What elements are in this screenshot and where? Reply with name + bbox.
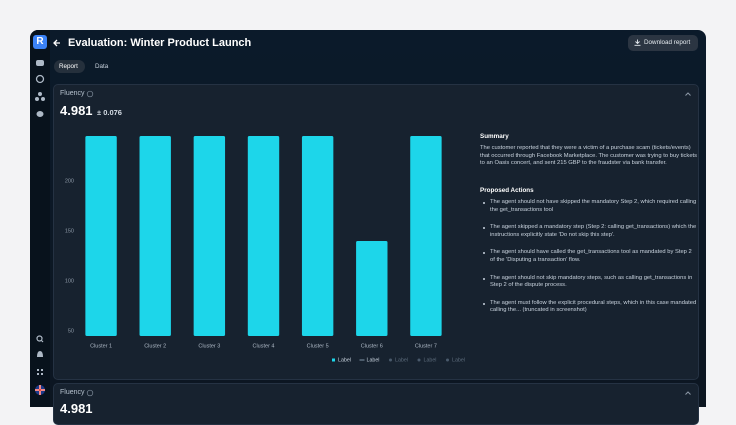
sidebar-icons [35,60,45,395]
bar [301,136,334,336]
panel-title: Fluency [60,90,85,97]
summary-heading: Summary [480,133,509,140]
legend-label: Label [424,357,437,363]
bullet [483,302,485,305]
bar [193,136,226,336]
legend-label: Label [338,357,351,363]
page: R Evaluation: Winter Product Launch Down… [30,30,706,425]
bar [356,241,388,336]
grid-icon[interactable] [37,369,43,375]
x-tick-label: Cluster 7 [415,343,437,349]
y-tick-label: 200 [65,178,74,184]
back-arrow[interactable] [52,38,62,48]
tab-active-bg [54,60,85,73]
x-tick-label: Cluster 6 [361,343,383,349]
legend-swatch [389,358,392,362]
action-item: The agent must follow the explicit proce… [482,300,698,315]
legend-swatch [417,358,421,362]
chart: 50 100 150 200 Cluster 1 Cluster 2 Cluster 3 Cl… [65,136,465,363]
panel-title: Fluency [60,389,85,396]
collapse-icon[interactable] [684,90,692,98]
score-error: ± 0.076 [97,108,122,117]
action-text: The agent skipped a mandatory step (Step… [490,224,697,238]
action-item: The agent should not skip mandatory step… [482,275,698,290]
info-icon[interactable] [86,389,94,397]
x-tick-label: Cluster 1 [90,343,112,349]
sidebar [30,30,50,407]
bullet [483,227,485,230]
action-text: The agent should have called the get_tra… [490,249,692,263]
x-tick-label: Cluster 2 [144,343,166,349]
bell-icon[interactable] [37,351,43,357]
actions-list: The agent should not have skipped the ma… [482,199,698,325]
bullet [483,202,485,204]
actions-heading: Proposed Actions [480,187,534,194]
bullet [483,277,485,280]
score: 4.981 [60,103,93,118]
bullet [483,252,485,255]
info-icon[interactable] [86,90,94,98]
y-tick-label: 50 [68,328,74,334]
download-button[interactable] [628,35,698,51]
tab-data[interactable]: Data [95,63,109,70]
search-icon[interactable] [36,335,43,342]
x-tick-label: Cluster 5 [307,343,329,349]
collapse-icon[interactable] [684,389,692,397]
legend-label: Label [452,357,465,363]
x-tick-label: Cluster 3 [198,343,220,349]
y-tick-label: 100 [65,278,74,284]
tab-report[interactable]: Report [59,63,78,70]
chat-icon[interactable] [36,60,44,66]
bar [247,136,280,336]
action-item: The agent should not have skipped the ma… [482,199,698,214]
legend-label: Label [395,357,408,363]
legend-swatch [332,358,335,362]
legend-swatch [446,358,449,362]
action-text: The agent must follow the explicit proce… [490,299,697,314]
db-icon[interactable] [36,111,44,117]
download-icon [634,39,641,46]
action-item: The agent skipped a mandatory step (Step… [482,224,698,239]
action-text: The agent should not have skipped the ma… [490,199,697,213]
download-label[interactable]: Download report [644,39,691,46]
x-tick-label: Cluster 4 [252,343,274,349]
y-tick-label: 150 [65,228,74,234]
bar [139,136,171,336]
clock-icon[interactable] [35,74,45,84]
action-text: The agent should not skip mandatory step… [490,274,693,289]
legend-label: Label [367,357,380,363]
summary-text: The customer reported that they were a v… [480,145,698,167]
page-title: Evaluation: Winter Product Launch [68,37,252,49]
bar [410,136,442,336]
bar [85,136,117,336]
action-item: The agent should have called the get_tra… [482,249,698,264]
logo[interactable]: R [33,35,47,49]
nodes-icon[interactable] [38,92,42,96]
